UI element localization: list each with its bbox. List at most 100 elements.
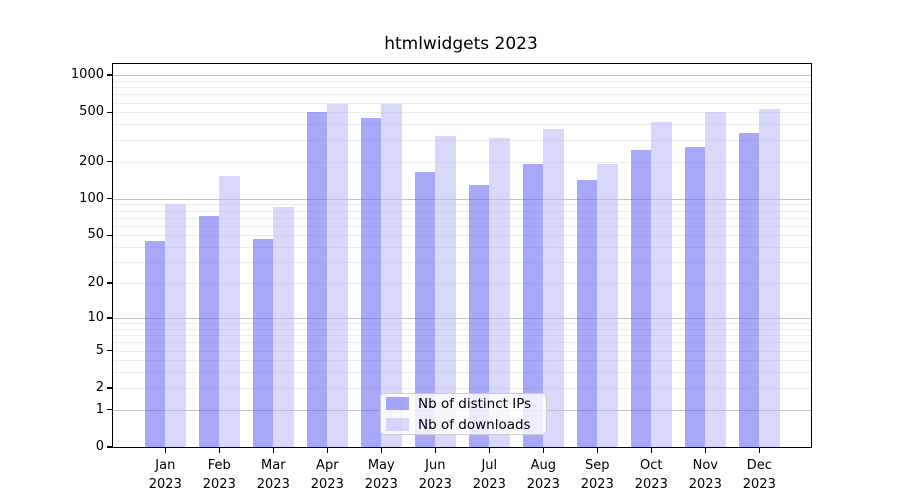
- x-tick-label: Mar 2023: [256, 458, 290, 492]
- bar-distinct-ips: [468, 184, 490, 447]
- y-tick: [106, 349, 112, 352]
- gridline-major: [113, 75, 811, 77]
- x-tick: [758, 448, 760, 454]
- y-tick-label: 500: [79, 104, 104, 120]
- bar-distinct-ips: [414, 171, 436, 447]
- x-tick-label: Aug 2023: [526, 458, 560, 492]
- gridline-minor: [113, 217, 811, 219]
- x-tick: [434, 448, 436, 454]
- gridline-minor: [113, 372, 811, 374]
- gridline-minor: [113, 247, 811, 249]
- y-tick: [106, 74, 112, 76]
- x-tick-label: Oct 2023: [634, 458, 668, 492]
- gridline-minor: [113, 87, 811, 89]
- gridline-minor: [113, 328, 811, 330]
- bar-distinct-ips: [576, 179, 598, 447]
- y-tick-label: 100: [79, 190, 104, 206]
- legend-label-downloads: Nb of downloads: [418, 416, 531, 433]
- x-tick-label: May 2023: [364, 458, 398, 492]
- x-tick: [542, 448, 544, 454]
- y-tick-label: 10: [87, 309, 104, 325]
- gridline-major: [113, 317, 811, 319]
- bar-downloads: [327, 103, 348, 447]
- x-tick: [218, 448, 220, 454]
- y-tick-label: 20: [87, 275, 104, 291]
- y-tick: [106, 282, 112, 284]
- y-tick: [106, 197, 112, 200]
- gridline-minor: [113, 225, 811, 227]
- gridline-minor: [113, 210, 811, 212]
- y-tick-label: 50: [87, 227, 104, 243]
- x-tick: [164, 448, 166, 454]
- gridline-minor: [113, 360, 811, 362]
- y-tick: [106, 446, 112, 448]
- y-tick: [106, 387, 112, 389]
- bar-distinct-ips: [198, 216, 220, 447]
- gridline-minor: [113, 350, 811, 352]
- plot-area: 1000 500 200 100 50 20 10 5 2 1 0 Jan 2023 Feb 2023 M…: [71, 63, 812, 492]
- gridline-minor: [113, 204, 811, 206]
- x-tick: [488, 448, 490, 454]
- y-tick-label: 5: [95, 342, 104, 358]
- gridline-minor: [113, 139, 811, 141]
- y-tick-label: 2: [95, 379, 104, 395]
- bar-downloads: [489, 138, 510, 447]
- bar-distinct-ips: [252, 238, 274, 447]
- gridline-minor: [113, 161, 811, 163]
- x-tick-label: Apr 2023: [310, 458, 344, 492]
- x-tick-label: Sep 2023: [580, 458, 614, 492]
- gridline-minor: [113, 262, 811, 264]
- x-tick: [326, 448, 328, 454]
- y-tick-label: 0: [95, 439, 104, 454]
- gridline-minor: [113, 342, 811, 344]
- bar-distinct-ips: [306, 112, 328, 447]
- y-tick-label: 1000: [70, 67, 104, 83]
- x-tick-label: Jul 2023: [472, 458, 506, 492]
- y-tick: [106, 111, 112, 114]
- legend-swatch-distinct-ips: [386, 397, 409, 410]
- gridline-minor: [113, 283, 811, 285]
- legend-label-distinct-ips: Nb of distinct IPs: [418, 395, 532, 412]
- x-tick-label: Jan 2023: [148, 458, 182, 492]
- x-tick: [380, 448, 382, 454]
- gridline-minor: [113, 235, 811, 237]
- legend-item-downloads: Nb of downloads: [386, 417, 538, 433]
- bar-downloads: [543, 129, 564, 447]
- legend-item-distinct-ips: Nb of distinct IPs: [386, 396, 538, 412]
- x-tick: [596, 448, 598, 454]
- y-tick-label: 1: [95, 401, 104, 417]
- x-tick-label: Dec 2023: [742, 458, 776, 492]
- gridline-minor: [113, 387, 811, 389]
- y-tick: [106, 317, 112, 319]
- bar-downloads: [597, 164, 618, 447]
- bar-downloads: [435, 135, 456, 447]
- gridline-minor: [113, 112, 811, 114]
- y-tick-label: 200: [79, 153, 104, 169]
- gridline-minor: [113, 94, 811, 96]
- chart-title: htmlwidgets 2023: [384, 34, 538, 54]
- bar-distinct-ips: [684, 146, 706, 447]
- x-tick-label: Nov 2023: [688, 458, 722, 492]
- bar-downloads: [273, 206, 294, 447]
- x-tick: [272, 448, 274, 454]
- gridline-minor: [113, 323, 811, 325]
- gridline-minor: [113, 80, 811, 82]
- x-tick: [650, 448, 652, 454]
- bar-distinct-ips: [522, 164, 544, 447]
- bar-distinct-ips: [144, 240, 166, 447]
- bar-downloads: [705, 112, 726, 447]
- gridline-major: [113, 198, 811, 200]
- legend-swatch-downloads: [386, 418, 409, 431]
- gridline-minor: [113, 102, 811, 104]
- bar-downloads: [759, 109, 780, 447]
- bar-distinct-ips: [360, 117, 382, 447]
- y-tick: [106, 234, 112, 237]
- x-tick-label: Feb 2023: [202, 458, 236, 492]
- x-tick-label: Jun 2023: [418, 458, 452, 492]
- bar-downloads: [381, 103, 402, 447]
- gridline-minor: [113, 124, 811, 126]
- bar-distinct-ips: [630, 149, 652, 447]
- x-tick: [704, 448, 706, 454]
- bar-distinct-ips: [738, 133, 760, 447]
